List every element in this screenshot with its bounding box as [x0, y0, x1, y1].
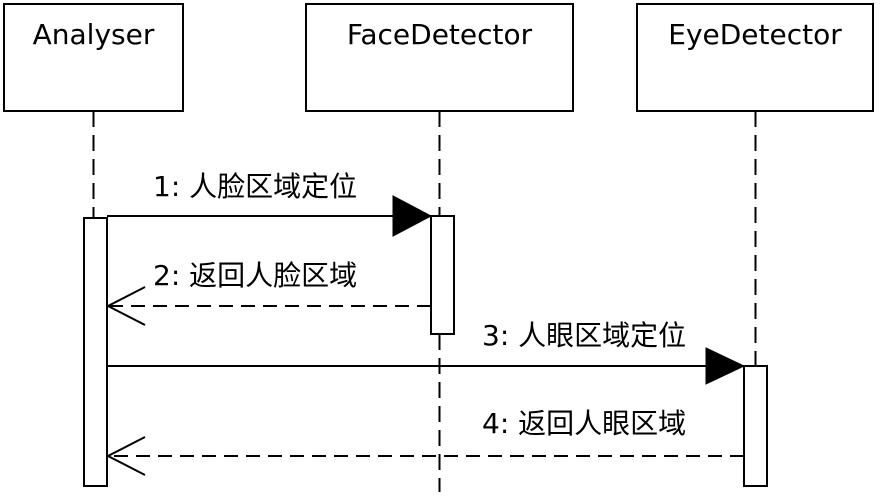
participant-label-analyser: Analyser: [33, 18, 155, 51]
activation-eyedetector: [743, 365, 768, 487]
participant-facedetector: FaceDetector: [305, 3, 574, 492]
participant-label-eyedetector: EyeDetector: [668, 18, 842, 51]
message-4-arrowhead: [105, 436, 146, 476]
message-4-label: 4: 返回人眼区域: [482, 407, 686, 440]
message-3-arrowhead: [705, 347, 746, 385]
participant-label-facedetector: FaceDetector: [347, 18, 533, 51]
activation-facedetector: [430, 215, 455, 335]
message-1: 1: 人脸区域定位: [107, 170, 433, 237]
participant-box-eyedetector: [636, 3, 874, 112]
participant-box-analyser: [3, 3, 184, 112]
participant-box-facedetector: [305, 3, 574, 112]
message-3-label: 3: 人眼区域定位: [482, 319, 686, 352]
activation-analyser: [83, 217, 108, 487]
message-1-arrowhead: [392, 195, 433, 237]
message-2: 2: 返回人脸区域: [105, 259, 431, 326]
message-2-arrowhead: [105, 286, 146, 326]
participant-eyedetector: EyeDetector: [636, 3, 874, 487]
message-1-label: 1: 人脸区域定位: [153, 170, 357, 203]
message-4: 4: 返回人眼区域: [105, 407, 744, 476]
message-3: 3: 人眼区域定位: [107, 319, 746, 385]
participant-analyser: Analyser: [3, 3, 184, 487]
message-2-label: 2: 返回人脸区域: [153, 259, 357, 292]
